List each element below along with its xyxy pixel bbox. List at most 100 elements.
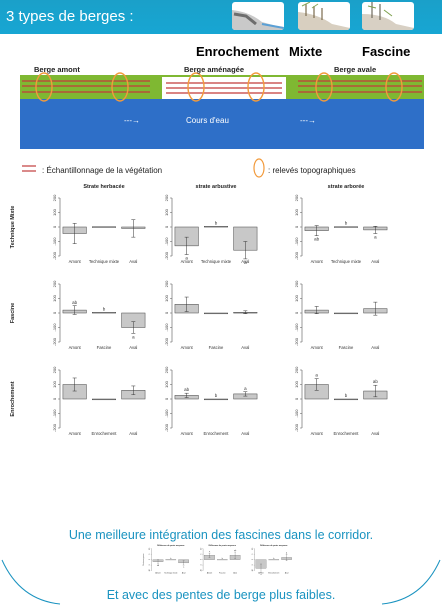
bar-fascine xyxy=(204,312,228,315)
vegetation-panel-6: -200 -100 0 100 200 Amont Enrochement Aval xyxy=(52,366,146,436)
x-tick-label: Fascine xyxy=(219,573,225,575)
y-tick-label: 0 xyxy=(200,559,202,560)
y-tick-label: 0 xyxy=(294,311,299,314)
row-label: Fascine xyxy=(10,303,16,323)
y-tick-label: -200 xyxy=(164,337,169,346)
y-tick-label: 100 xyxy=(164,380,169,387)
bar-technique-mixte xyxy=(204,226,228,228)
y-tick-label: 200 xyxy=(294,280,299,287)
significance-letter: a xyxy=(185,256,188,261)
y-tick-label: -200 xyxy=(52,251,57,260)
row-label: Technique Mixte xyxy=(10,206,16,249)
y-tick-label: 200 xyxy=(294,194,299,201)
slope-chart-grid: Différence de pente moyenne Pente moyenne… xyxy=(142,544,292,576)
x-tick-label: Aval xyxy=(371,345,379,350)
x-tick-label: Amont xyxy=(181,431,194,436)
x-tick-label: Aval xyxy=(241,431,249,436)
y-tick-label: -200 xyxy=(294,423,299,432)
vegetation-panel-4: -200 -100 0 100 200 Amont Fascine Aval xyxy=(164,280,258,350)
y-tick-label: 200 xyxy=(164,280,169,287)
significance-letter: a xyxy=(244,260,247,265)
y-tick-label: 0 xyxy=(164,397,169,400)
column-title: strate arborée xyxy=(328,184,365,190)
y-tick-label: 5 xyxy=(252,554,254,555)
y-tick-label: -200 xyxy=(52,423,57,432)
legend-sampling: : Échantillonnage de la végétation xyxy=(42,166,163,175)
slope-panel-1: -10 -5 0 5 10 a Amont b Fascine ab Aval xyxy=(200,548,241,575)
x-tick-label: Amont xyxy=(311,345,324,350)
y-tick-label: 10 xyxy=(200,548,202,550)
x-tick-label: Aval xyxy=(241,345,249,350)
bar-enrochement xyxy=(204,398,228,401)
bar-enrochement xyxy=(334,398,358,401)
x-tick-label: Technique mixte xyxy=(201,259,232,264)
y-tick-label: 0 xyxy=(164,311,169,314)
x-tick-label: Technique mixte xyxy=(164,572,177,575)
x-tick-label: Amont xyxy=(69,259,82,264)
y-tick-label: -10 xyxy=(252,569,254,572)
survey-ellipses xyxy=(35,72,403,102)
type-mixte: Mixte xyxy=(289,44,323,59)
y-tick-label: -100 xyxy=(294,237,299,246)
x-tick-label: Aval xyxy=(241,259,249,264)
y-tick-label: 100 xyxy=(52,380,57,387)
significance-letter: a xyxy=(132,334,135,339)
bank-sketch-enrochement xyxy=(232,2,284,30)
y-tick-label: 200 xyxy=(52,366,57,373)
x-tick-label: Technique mixte xyxy=(89,259,120,264)
y-tick-label: 10 xyxy=(149,548,151,550)
x-tick-label: Enrochement xyxy=(334,431,360,436)
y-tick-label: 100 xyxy=(164,208,169,215)
y-tick-label: 0 xyxy=(52,225,57,228)
significance-letter: ab xyxy=(184,387,190,392)
y-tick-label: 0 xyxy=(164,225,169,228)
x-tick-label: Aval xyxy=(285,572,289,575)
y-tick-label: 0 xyxy=(294,225,299,228)
x-tick-label: Fascine xyxy=(209,345,224,350)
y-tick-label: 100 xyxy=(52,208,57,215)
vegetation-chart-grid: Strate herbacée strate arbustive strate ar… xyxy=(10,184,388,436)
significance-letter: a xyxy=(244,386,247,391)
significance-letter: ab xyxy=(314,237,320,242)
stream-arrow-right: ---→ xyxy=(300,116,316,125)
y-tick-label: 200 xyxy=(294,366,299,373)
y-tick-label: 5 xyxy=(149,554,151,555)
y-tick-label: 200 xyxy=(164,366,169,373)
y-tick-label: -100 xyxy=(164,409,169,418)
y-tick-label: 100 xyxy=(294,294,299,301)
y-tick-label: -200 xyxy=(294,251,299,260)
y-tick-label: -5 xyxy=(200,564,202,566)
x-tick-label: Fascine xyxy=(97,345,112,350)
y-tick-label: -200 xyxy=(164,251,169,260)
y-tick-label: -200 xyxy=(164,423,169,432)
y-tick-label: 200 xyxy=(164,194,169,201)
river-bank-diagram: Berge amont Berge aménagée Berge avale C… xyxy=(20,65,424,149)
x-tick-label: Aval xyxy=(129,345,137,350)
y-tick-label: 100 xyxy=(52,294,57,301)
vegetation-panel-5: -200 -100 0 100 200 Amont Fascine Aval xyxy=(294,280,388,350)
x-tick-label: Enrochement xyxy=(92,431,118,436)
y-tick-label: -100 xyxy=(294,409,299,418)
slope-chart-title: Différence de pente moyenne xyxy=(209,544,237,547)
y-tick-label: -100 xyxy=(52,237,57,246)
y-tick-label: -5 xyxy=(252,564,254,566)
y-tick-label: -100 xyxy=(52,409,57,418)
bar-fascine xyxy=(334,312,358,315)
y-tick-label: -100 xyxy=(294,323,299,332)
y-tick-label: -10 xyxy=(149,569,151,572)
vegetation-panel-7: -200 -100 0 100 200 ab Amont b Enrochement a Aval xyxy=(164,366,258,436)
y-tick-label: -100 xyxy=(164,237,169,246)
significance-letter: a xyxy=(260,574,262,576)
y-tick-label: 100 xyxy=(294,208,299,215)
page-title: 3 types de berges : xyxy=(6,8,134,25)
slope-chart-title: Différence de pente moyenne xyxy=(260,544,288,547)
row-label: Enrochement xyxy=(10,381,16,416)
x-tick-label: Aval xyxy=(371,259,379,264)
vegetation-panel-8: -200 -100 0 100 200 a Amont b Enrochement ab Aval xyxy=(294,366,388,436)
significance-letter: b xyxy=(215,393,218,398)
column-title: strate arbustive xyxy=(196,184,237,190)
y-tick-label: 10 xyxy=(252,548,254,550)
significance-letter: b xyxy=(103,306,106,311)
